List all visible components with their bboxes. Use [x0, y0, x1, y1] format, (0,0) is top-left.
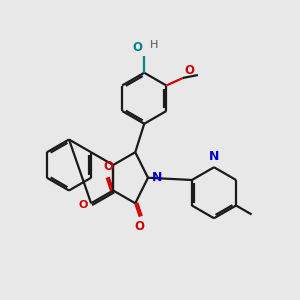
- Text: N: N: [152, 171, 162, 184]
- Text: O: O: [104, 160, 114, 173]
- Text: H: H: [150, 40, 158, 50]
- Text: O: O: [78, 200, 88, 210]
- Text: O: O: [133, 41, 143, 54]
- Text: N: N: [209, 150, 219, 163]
- Text: O: O: [184, 64, 195, 77]
- Text: O: O: [135, 220, 145, 233]
